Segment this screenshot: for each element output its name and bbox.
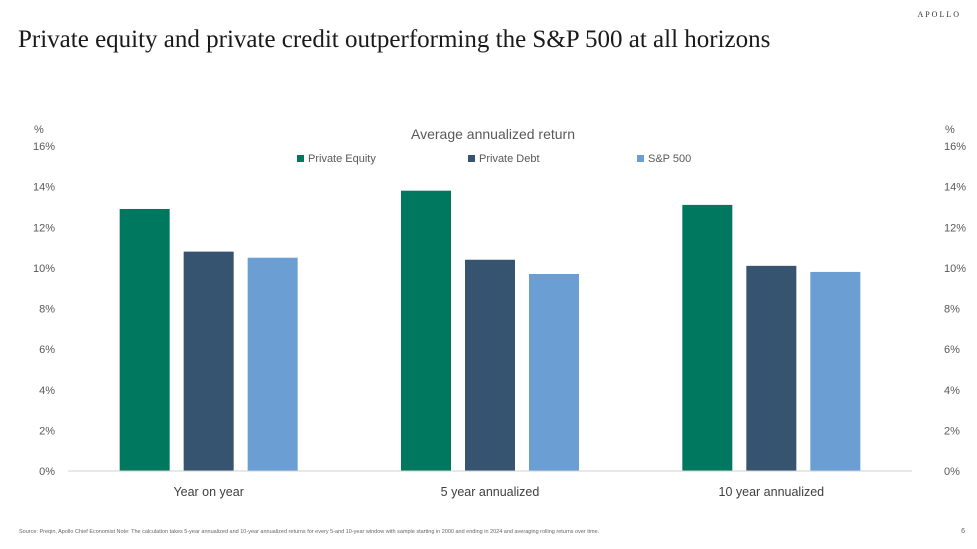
left-tick-label: 8% bbox=[39, 304, 55, 316]
legend-swatch bbox=[637, 155, 644, 162]
bar bbox=[810, 271, 861, 471]
x-tick-label: Year on year bbox=[173, 485, 243, 499]
page-title: Private equity and private credit outper… bbox=[18, 26, 771, 53]
legend-label: Private Equity bbox=[308, 153, 376, 165]
right-axis-unit: % bbox=[945, 124, 955, 136]
right-tick-label: 6% bbox=[944, 344, 960, 356]
left-tick-label: 12% bbox=[33, 222, 55, 234]
right-axis: % 0% 2% 4% 6% 8% 10% 12% 14% 16% bbox=[944, 124, 966, 478]
right-tick-label: 8% bbox=[944, 304, 960, 316]
chart-title: Average annualized return bbox=[411, 126, 575, 142]
bar bbox=[746, 265, 797, 471]
right-tick-label: 14% bbox=[944, 182, 966, 194]
right-tick-label: 12% bbox=[944, 222, 966, 234]
bar bbox=[247, 257, 298, 471]
left-tick-label: 4% bbox=[39, 385, 55, 397]
right-tick-label: 2% bbox=[944, 425, 960, 437]
x-axis-labels: Year on year 5 year annualized 10 year ann… bbox=[173, 485, 824, 499]
x-tick-label: 10 year annualized bbox=[719, 485, 825, 499]
apollo-logo: APOLLO bbox=[917, 10, 961, 19]
right-tick-label: 4% bbox=[944, 385, 960, 397]
source-note: Source: Preqin, Apollo Chief Economist N… bbox=[19, 529, 600, 535]
bars bbox=[119, 190, 861, 471]
legend-label: Private Debt bbox=[479, 153, 540, 165]
page-number: 6 bbox=[961, 528, 965, 535]
bar bbox=[401, 190, 451, 471]
bar bbox=[682, 204, 733, 471]
left-axis-unit: % bbox=[34, 124, 44, 136]
right-tick-label: 16% bbox=[944, 141, 966, 153]
right-tick-label: 10% bbox=[944, 263, 966, 275]
left-tick-label: 16% bbox=[33, 141, 55, 153]
x-tick-label: 5 year annualized bbox=[441, 485, 540, 499]
left-tick-label: 10% bbox=[33, 263, 55, 275]
right-tick-label: 0% bbox=[944, 466, 960, 478]
bar bbox=[119, 208, 170, 471]
left-tick-label: 0% bbox=[39, 466, 55, 478]
bar bbox=[529, 273, 579, 471]
legend-label: S&P 500 bbox=[648, 153, 691, 165]
left-tick-label: 14% bbox=[33, 182, 55, 194]
bar bbox=[465, 259, 515, 471]
legend-swatch bbox=[297, 155, 304, 162]
legend-swatch bbox=[468, 155, 475, 162]
bar bbox=[183, 251, 234, 471]
left-tick-label: 2% bbox=[39, 425, 55, 437]
legend: Private Equity Private Debt S&P 500 bbox=[297, 153, 691, 165]
left-tick-label: 6% bbox=[39, 344, 55, 356]
left-axis: % 0% 2% 4% 6% 8% 10% 12% 14% 16% bbox=[33, 124, 55, 478]
